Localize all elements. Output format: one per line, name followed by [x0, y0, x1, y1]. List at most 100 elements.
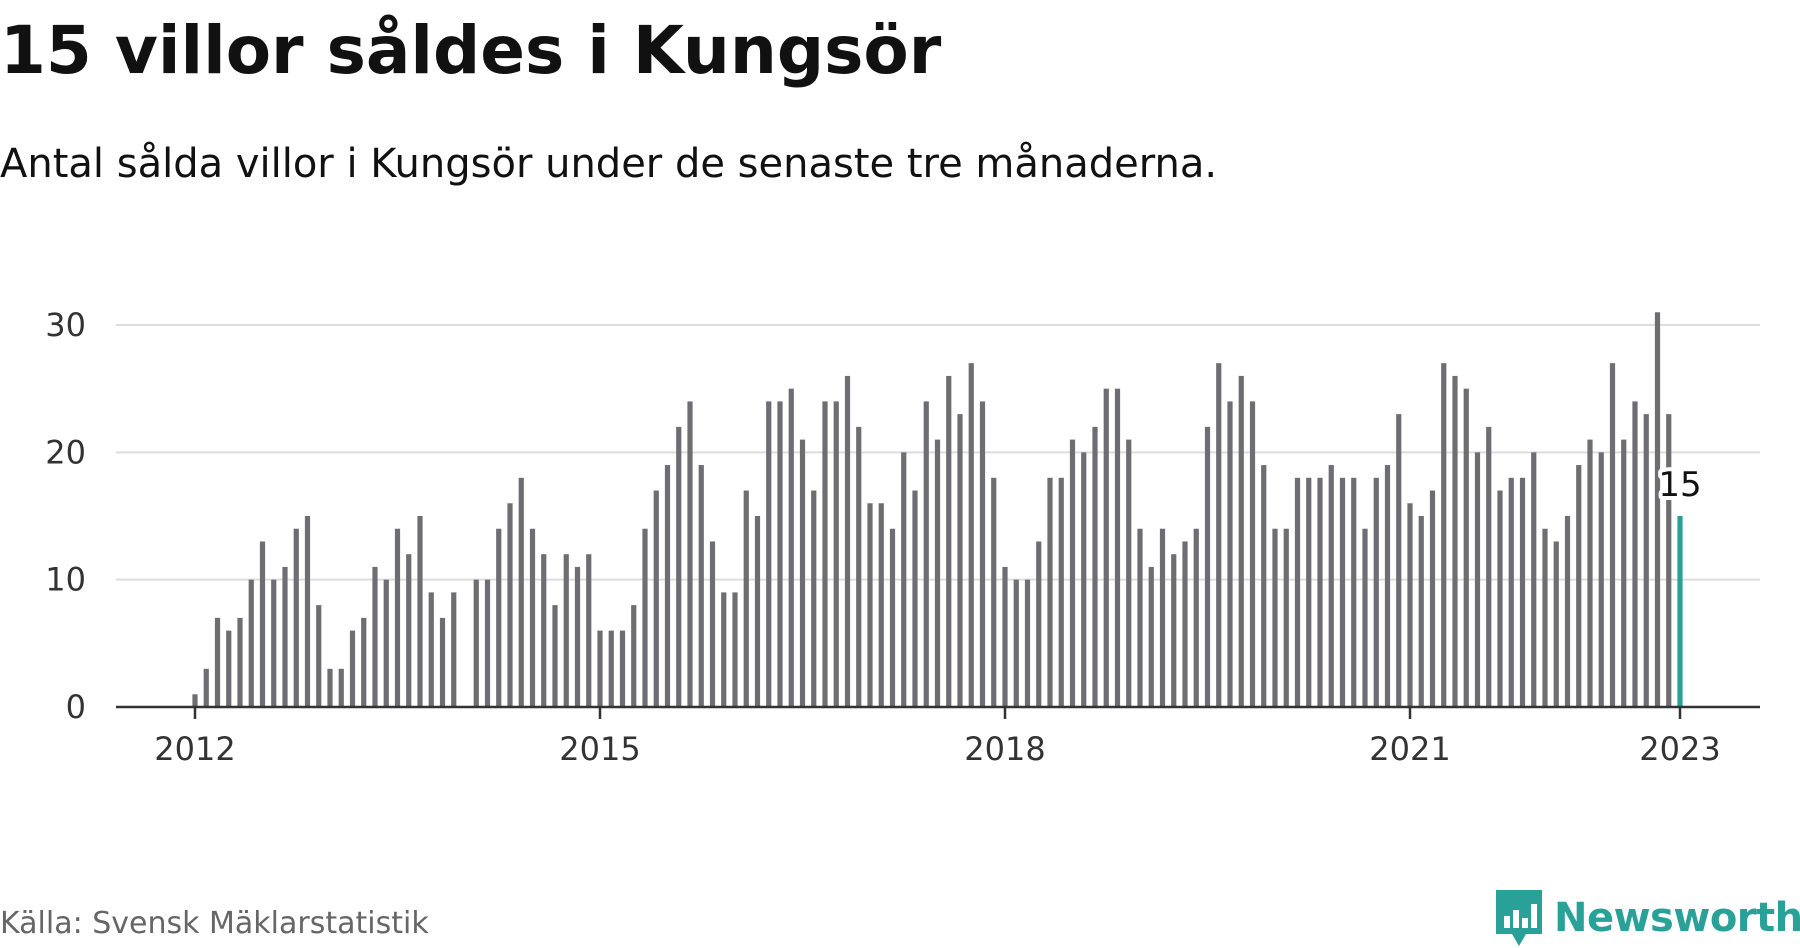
latest-value-label: 15: [1658, 465, 1701, 505]
bar: [1103, 388, 1109, 707]
bar: [1542, 528, 1548, 707]
bar: [844, 375, 851, 707]
bar: [439, 617, 446, 707]
bar: [473, 579, 479, 707]
bar: [518, 477, 524, 707]
bar: [1294, 477, 1301, 707]
bar: [484, 579, 491, 707]
bar: [653, 490, 659, 707]
bar: [1216, 363, 1222, 707]
bar: [1474, 452, 1481, 707]
bar: [316, 605, 322, 707]
bar: [991, 477, 997, 707]
bar: [1643, 414, 1649, 707]
bar: [901, 452, 907, 707]
brand-name: Newsworthy: [1554, 895, 1800, 941]
bar: [1384, 465, 1391, 707]
bar: [192, 694, 198, 707]
bar-latest: [1677, 516, 1683, 707]
bar: [1047, 477, 1053, 707]
bar: [698, 465, 704, 707]
chart-title: 15 villor såldes i Kungsör: [0, 12, 942, 89]
bar: [968, 363, 974, 707]
bar: [822, 401, 828, 707]
bar: [293, 528, 299, 707]
bar: [338, 668, 344, 707]
chart-subtitle: Antal sålda villor i Kungsör under de se…: [0, 141, 1218, 187]
bar: [1114, 388, 1121, 707]
bar: [417, 516, 423, 707]
bar: [259, 541, 266, 707]
bar: [282, 566, 288, 707]
bar: [1261, 465, 1267, 707]
bar: [383, 579, 389, 707]
y-tick-label: 20: [45, 433, 86, 471]
bar: [1373, 477, 1379, 707]
bar: [889, 528, 896, 707]
bar: [361, 617, 367, 707]
bar: [1317, 477, 1323, 707]
bar: [1407, 503, 1413, 707]
bar: [979, 401, 986, 707]
bar: [428, 592, 434, 707]
bar: [349, 630, 356, 707]
bar: [1632, 401, 1638, 707]
bar: [406, 554, 412, 707]
bar: [799, 439, 806, 707]
bar: [878, 503, 884, 707]
bar: [1126, 439, 1132, 707]
bar: [676, 426, 682, 707]
bar: [788, 388, 794, 707]
bar: [1036, 541, 1042, 707]
bar: [1463, 388, 1469, 707]
bar: [304, 516, 311, 707]
bar: [1396, 414, 1402, 707]
bar: [946, 375, 952, 707]
newsworthy-logo: Newsworthy: [1494, 888, 1800, 948]
bar: [529, 528, 536, 707]
bar: [1159, 528, 1166, 707]
annotations: 15: [1654, 461, 1705, 509]
bar: [912, 490, 918, 707]
bar: [1081, 452, 1087, 707]
bar: [833, 401, 839, 707]
y-tick-label: 0: [66, 688, 86, 726]
bar: [597, 630, 603, 707]
bar: [1069, 439, 1076, 707]
bar: [687, 401, 693, 707]
bar: [1171, 554, 1177, 707]
bar: [237, 617, 243, 707]
bar: [923, 401, 929, 707]
newsworthy-logo-icon: [1496, 890, 1542, 946]
bar: [811, 490, 817, 707]
bar: [1654, 312, 1661, 707]
bar: [1182, 541, 1188, 707]
x-tick-label: 2015: [559, 730, 640, 768]
bar: [754, 516, 761, 707]
bar: [271, 579, 277, 707]
bar: [1441, 363, 1447, 707]
bar: [214, 617, 221, 707]
bar: [1452, 375, 1458, 707]
bar: [248, 579, 254, 707]
bar: [1429, 490, 1436, 707]
bar: [1351, 477, 1357, 707]
bar: [934, 439, 941, 707]
bar: [1204, 426, 1211, 707]
bar: [1238, 375, 1244, 707]
bar: [1519, 477, 1526, 707]
bar: [867, 503, 873, 707]
x-tick-label: 2021: [1369, 730, 1450, 768]
bar: [1283, 528, 1289, 707]
bar: [1148, 566, 1154, 707]
x-tick-label: 2023: [1639, 730, 1720, 768]
bar: [563, 554, 569, 707]
bar: [1418, 516, 1424, 707]
bar: [664, 465, 671, 707]
x-tick-label: 2018: [964, 730, 1045, 768]
bar: [203, 668, 209, 707]
bar: [1058, 477, 1064, 707]
bar: [1024, 579, 1031, 707]
bar: [709, 541, 716, 707]
bar: [1002, 566, 1008, 707]
